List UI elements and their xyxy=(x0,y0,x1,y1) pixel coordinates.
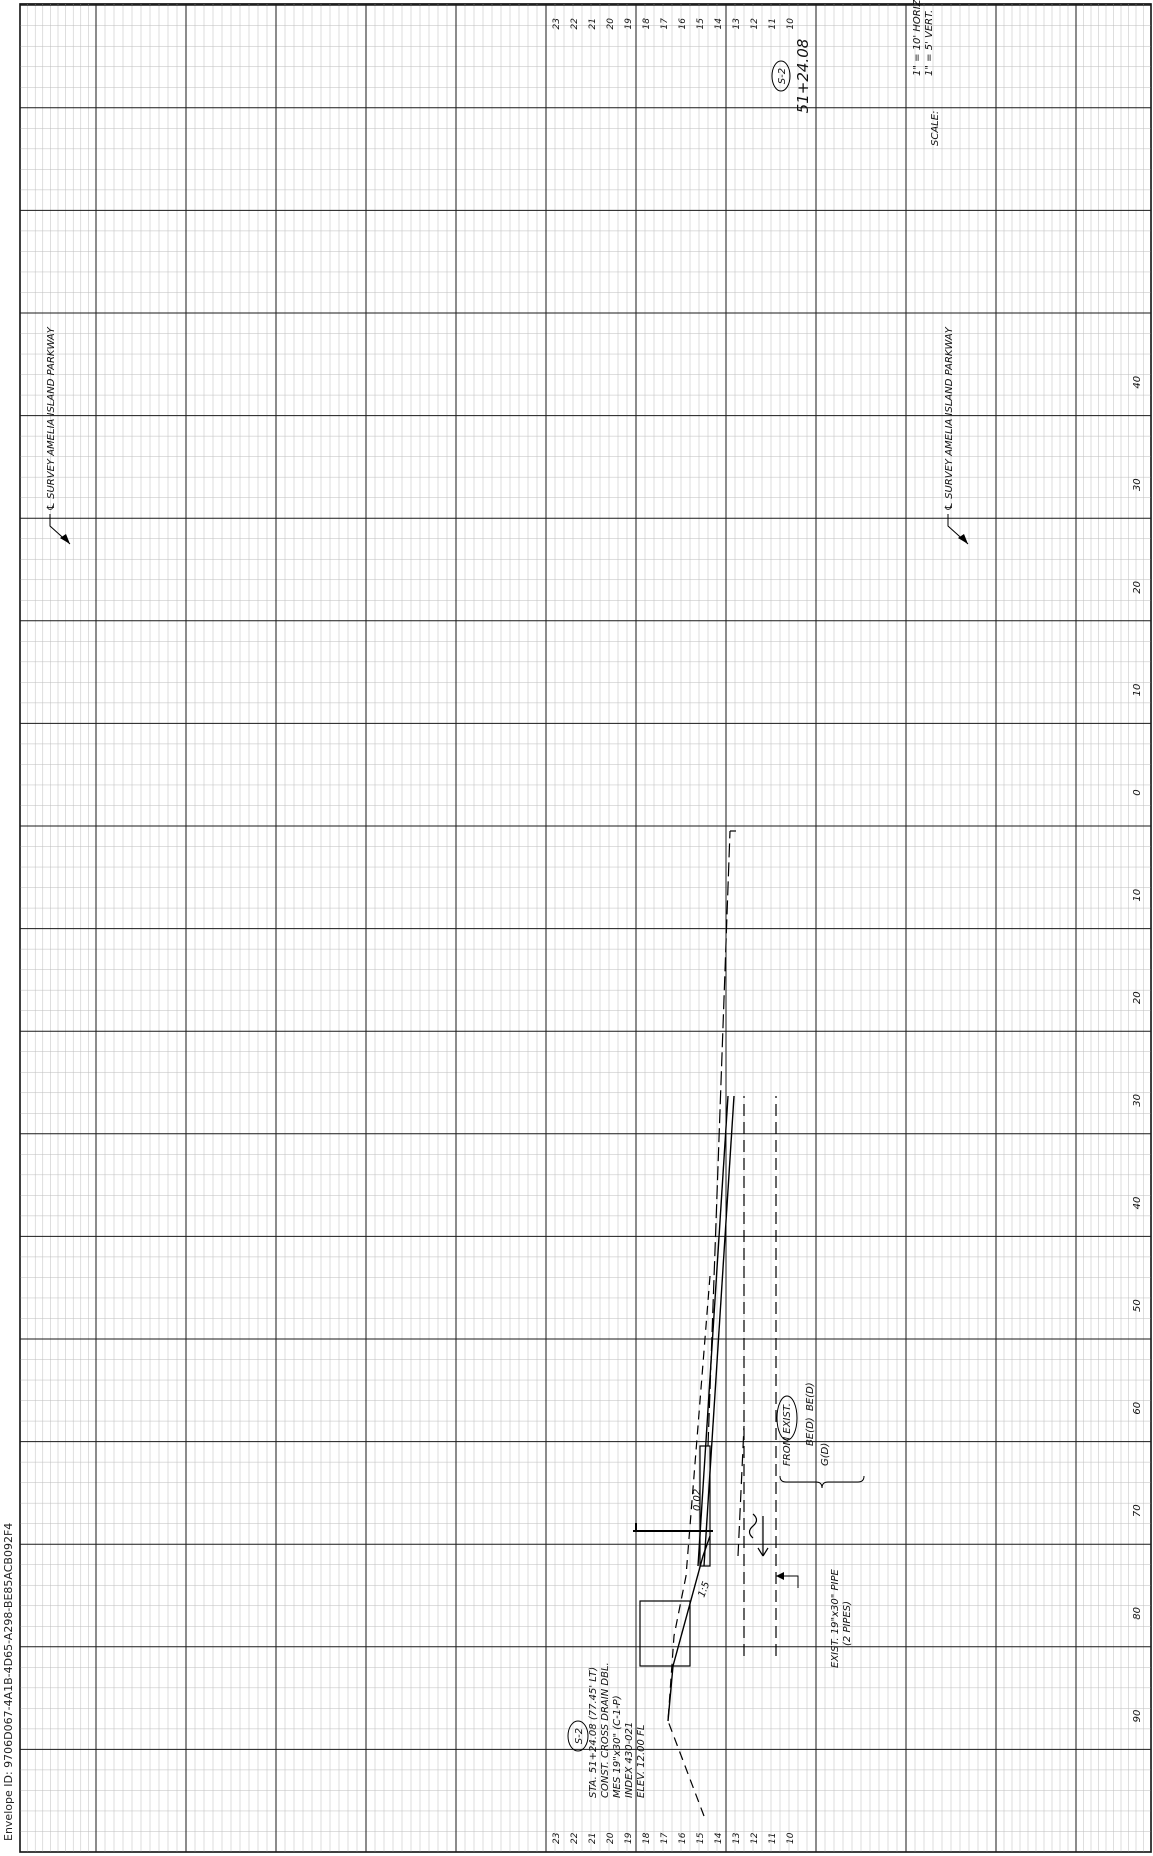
svg-text:(2 PIPES): (2 PIPES) xyxy=(842,1601,853,1646)
offset-label: 20 xyxy=(1132,991,1143,1004)
svg-text:ELEV. 12.00 FL: ELEV. 12.00 FL xyxy=(636,1725,647,1798)
elevation-label: 18 xyxy=(642,1832,652,1844)
flow-arrow xyxy=(748,1513,769,1557)
from-exist-note: FROM EXIST. BE(D) BE(D) G(D) xyxy=(776,1382,865,1489)
scale-horiz: 1" = 10' HORIZ xyxy=(912,0,923,76)
svg-text:CONST. CROSS DRAIN DBL.: CONST. CROSS DRAIN DBL. xyxy=(600,1662,611,1798)
elevation-labels-right: 23 22 21 20 19 18 17 16 15 14 13 12 11 10 xyxy=(552,18,796,30)
svg-text:EXIST. 19"x30" PIPE: EXIST. 19"x30" PIPE xyxy=(830,1569,841,1669)
elevation-label: 10 xyxy=(786,18,796,30)
slope-label: 0.02 xyxy=(692,1489,703,1511)
svg-text:℄ SURVEY AMELIA ISLAND PARKWAY: ℄ SURVEY AMELIA ISLAND PARKWAY xyxy=(944,326,955,511)
elevation-label: 22 xyxy=(570,1832,580,1844)
svg-text:MES 19"x30" (C-1-P): MES 19"x30" (C-1-P) xyxy=(612,1695,623,1798)
elevation-label: 13 xyxy=(732,18,742,30)
elevation-labels-left: 23 22 21 20 19 18 17 16 15 14 13 12 11 10 xyxy=(552,1832,796,1844)
elevation-label: 23 xyxy=(552,18,562,30)
elevation-label: 17 xyxy=(660,18,670,30)
extended-grade xyxy=(707,830,736,1447)
offset-label: 80 xyxy=(1132,1607,1143,1620)
elevation-label: 16 xyxy=(678,1832,688,1844)
svg-text:STA. 51+24.08 (77.45' LT): STA. 51+24.08 (77.45' LT) xyxy=(588,1667,599,1798)
elevation-label: 11 xyxy=(768,1833,778,1844)
elevation-label: 13 xyxy=(732,1832,742,1844)
offset-label: 30 xyxy=(1132,478,1143,491)
elevation-label: 14 xyxy=(714,1832,724,1844)
ratio-label: 1:5 xyxy=(696,1580,712,1599)
elevation-label: 23 xyxy=(552,1832,562,1844)
existing-ground-line xyxy=(667,1275,711,1817)
offset-label: 30 xyxy=(1132,1094,1143,1107)
svg-text:FROM EXIST.: FROM EXIST. xyxy=(782,1403,793,1466)
offset-label: 10 xyxy=(1132,684,1143,697)
major-grid xyxy=(19,4,1152,1853)
pipe-flow-lines xyxy=(737,1096,777,1656)
elevation-label: 11 xyxy=(768,18,778,29)
elevation-label: 10 xyxy=(786,1832,796,1844)
section-callout-top: S-2 xyxy=(771,60,791,92)
station-header: 51+24.08 xyxy=(794,39,812,114)
offset-label: 40 xyxy=(1132,1197,1143,1210)
structure-note: STA. 51+24.08 (77.45' LT) CONST. CROSS D… xyxy=(588,1662,647,1798)
svg-text:INDEX 430-021: INDEX 430-021 xyxy=(624,1722,635,1798)
elevation-label: 15 xyxy=(696,1832,706,1844)
offset-label: 0 xyxy=(1132,789,1143,795)
svg-text:G(D): G(D) xyxy=(820,1443,831,1466)
elevation-label: 17 xyxy=(660,1832,670,1844)
envelope-id: Envelope ID: 9706D067-4A1B-4D65-A298-BE8… xyxy=(2,1522,15,1841)
offset-label: 70 xyxy=(1132,1504,1143,1517)
offset-label: 40 xyxy=(1132,376,1143,389)
elevation-label: 12 xyxy=(750,1832,760,1844)
elevation-label: 16 xyxy=(678,18,688,30)
elevation-label: 20 xyxy=(606,1832,616,1844)
offset-label: 10 xyxy=(1132,889,1143,902)
svg-text:℄ SURVEY AMELIA ISLAND PARKWAY: ℄ SURVEY AMELIA ISLAND PARKWAY xyxy=(46,326,57,511)
elevation-label: 22 xyxy=(570,18,580,30)
svg-text:S-2: S-2 xyxy=(777,68,788,84)
svg-text:BE(D): BE(D) xyxy=(805,1382,816,1411)
scale-label: SCALE: xyxy=(930,111,941,146)
survey-label-top: ℄ SURVEY AMELIA ISLAND PARKWAY xyxy=(46,326,71,545)
elevation-label: 21 xyxy=(588,18,598,29)
pipe-mes xyxy=(639,1600,691,1667)
offset-label: 50 xyxy=(1132,1299,1143,1312)
section-callout-bottom: S-2 xyxy=(567,1720,589,1752)
svg-text:S-2: S-2 xyxy=(574,1728,585,1744)
pipe-note: EXIST. 19"x30" PIPE (2 PIPES) xyxy=(776,1569,853,1669)
offset-label: 20 xyxy=(1132,581,1143,594)
elevation-label: 14 xyxy=(714,18,724,30)
slab-end xyxy=(699,1445,711,1567)
survey-label-bottom: ℄ SURVEY AMELIA ISLAND PARKWAY xyxy=(944,326,969,545)
cross-section-sheet: 23 22 21 20 19 18 17 16 15 14 13 12 11 10 23 22 21 20 19 1… xyxy=(18,0,1153,1856)
svg-text:BE(D): BE(D) xyxy=(805,1417,816,1446)
elevation-label: 18 xyxy=(642,18,652,30)
elevation-label: 12 xyxy=(750,18,760,30)
offset-label: 60 xyxy=(1132,1402,1143,1415)
elevation-label: 19 xyxy=(624,1832,634,1844)
proposed-grade-line xyxy=(667,1095,735,1722)
offset-label: 90 xyxy=(1132,1710,1143,1723)
elevation-label: 21 xyxy=(588,1833,598,1844)
elevation-label: 20 xyxy=(606,18,616,30)
scale-vert: 1" = 5' VERT. xyxy=(924,10,935,76)
envelope-id-strip: Envelope ID: 9706D067-4A1B-4D65-A298-BE8… xyxy=(0,0,18,1856)
elevation-label: 19 xyxy=(624,18,634,30)
offset-labels: 90 80 70 60 50 40 30 20 10 0 10 20 30 40 xyxy=(1132,376,1143,1723)
elevation-label: 15 xyxy=(696,18,706,30)
